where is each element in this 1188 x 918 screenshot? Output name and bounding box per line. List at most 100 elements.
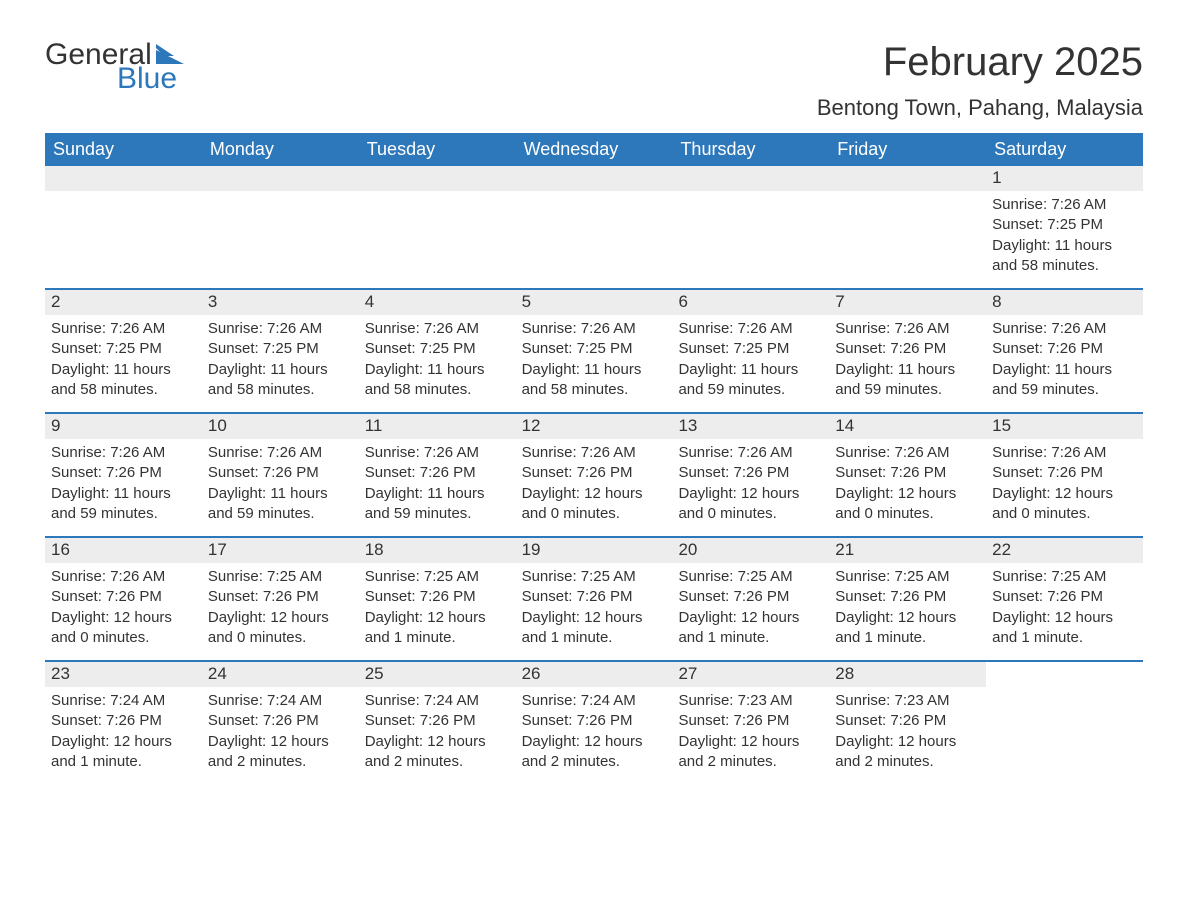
daylight-text-2: and 0 minutes. <box>678 504 823 524</box>
day-content-bar: Sunrise: 7:24 AMSunset: 7:26 PMDaylight:… <box>45 687 1143 784</box>
day-content-bar: Sunrise: 7:26 AMSunset: 7:25 PMDaylight:… <box>45 315 1143 412</box>
day-number: 25 <box>359 662 516 687</box>
sunrise-text: Sunrise: 7:26 AM <box>992 319 1137 339</box>
day-number-bar: 232425262728 <box>45 662 1143 687</box>
daylight-text-2: and 58 minutes. <box>51 380 196 400</box>
day-content: Sunrise: 7:25 AMSunset: 7:26 PMDaylight:… <box>829 563 986 660</box>
sunrise-text: Sunrise: 7:26 AM <box>365 319 510 339</box>
sunrise-text: Sunrise: 7:24 AM <box>51 691 196 711</box>
sunset-text: Sunset: 7:26 PM <box>51 463 196 483</box>
daylight-text-2: and 0 minutes. <box>835 504 980 524</box>
day-content: Sunrise: 7:26 AMSunset: 7:26 PMDaylight:… <box>45 563 202 660</box>
day-number: 19 <box>516 538 673 563</box>
sunset-text: Sunset: 7:26 PM <box>51 711 196 731</box>
day-content: Sunrise: 7:24 AMSunset: 7:26 PMDaylight:… <box>516 687 673 784</box>
daylight-text-1: Daylight: 11 hours <box>51 484 196 504</box>
sunset-text: Sunset: 7:26 PM <box>365 463 510 483</box>
day-number: 15 <box>986 414 1143 439</box>
daylight-text-2: and 0 minutes. <box>208 628 353 648</box>
day-content: Sunrise: 7:26 AMSunset: 7:26 PMDaylight:… <box>516 439 673 536</box>
sunset-text: Sunset: 7:26 PM <box>835 711 980 731</box>
daylight-text-1: Daylight: 12 hours <box>208 608 353 628</box>
daylight-text-2: and 2 minutes. <box>365 752 510 772</box>
day-content: Sunrise: 7:26 AMSunset: 7:25 PMDaylight:… <box>986 191 1143 288</box>
sunrise-text: Sunrise: 7:26 AM <box>992 195 1137 215</box>
sunset-text: Sunset: 7:26 PM <box>835 463 980 483</box>
sunrise-text: Sunrise: 7:25 AM <box>522 567 667 587</box>
day-content-bar: Sunrise: 7:26 AM Sunset: 7:26 PM Daylight:… <box>45 563 1143 660</box>
day-number: 6 <box>672 290 829 315</box>
sunrise-text: Sunrise: 7:25 AM <box>678 567 823 587</box>
day-number: 16 <box>45 538 202 563</box>
sunrise-text: Sunrise: 7:26 AM <box>208 319 353 339</box>
sunset-text: Sunset: 7:26 PM <box>208 711 353 731</box>
daylight-text-2: and 1 minute. <box>522 628 667 648</box>
day-number: 10 <box>202 414 359 439</box>
sunrise-text: Sunrise: 7:26 AM <box>835 319 980 339</box>
day-content: Sunrise: 7:25 AMSunset: 7:26 PMDaylight:… <box>359 563 516 660</box>
day-content: Sunrise: 7:26 AMSunset: 7:26 PMDaylight:… <box>829 315 986 412</box>
daylight-text-1: Daylight: 11 hours <box>992 360 1137 380</box>
daylight-text-2: and 59 minutes. <box>992 380 1137 400</box>
sunset-text: Sunset: 7:26 PM <box>365 711 510 731</box>
daylight-text-1: Daylight: 11 hours <box>835 360 980 380</box>
week-row: 2345678Sunrise: 7:26 AMSunset: 7:25 PMDa… <box>45 288 1143 412</box>
daylight-text-1: Daylight: 11 hours <box>522 360 667 380</box>
daylight-text-1: Daylight: 12 hours <box>835 732 980 752</box>
weekday-header-row: SundayMondayTuesdayWednesdayThursdayFrid… <box>45 133 1143 166</box>
sunrise-text: Sunrise: 7:25 AM <box>208 567 353 587</box>
week-row: 1Sunrise: 7:26 AMSunset: 7:25 PMDaylight… <box>45 166 1143 288</box>
weekday-header: Friday <box>829 133 986 166</box>
month-title: February 2025 <box>817 40 1143 85</box>
day-content <box>45 191 202 288</box>
daylight-text-2: and 59 minutes. <box>678 380 823 400</box>
day-content: Sunrise: 7:26 AMSunset: 7:25 PMDaylight:… <box>45 315 202 412</box>
sunrise-text: Sunrise: 7:25 AM <box>835 567 980 587</box>
sunrise-text: Sunrise: 7:26 AM <box>678 319 823 339</box>
sunset-text: Sunset: 7:26 PM <box>522 587 667 607</box>
weekday-header: Monday <box>202 133 359 166</box>
day-content: Sunrise: 7:25 AMSunset: 7:26 PMDaylight:… <box>986 563 1143 660</box>
daylight-text-2: and 59 minutes. <box>835 380 980 400</box>
day-number: 20 <box>672 538 829 563</box>
day-number: 7 <box>829 290 986 315</box>
daylight-text-2: and 1 minute. <box>51 752 196 772</box>
day-number-bar: 9101112131415 <box>45 414 1143 439</box>
day-number: 21 <box>829 538 986 563</box>
day-number <box>672 166 829 191</box>
sunrise-text: Sunrise: 7:23 AM <box>835 691 980 711</box>
day-content: Sunrise: 7:26 AMSunset: 7:25 PMDaylight:… <box>672 315 829 412</box>
daylight-text-2: and 58 minutes. <box>208 380 353 400</box>
day-content: Sunrise: 7:23 AMSunset: 7:26 PMDaylight:… <box>829 687 986 784</box>
day-number <box>516 166 673 191</box>
daylight-text-1: Daylight: 11 hours <box>51 360 196 380</box>
day-content: Sunrise: 7:26 AMSunset: 7:26 PMDaylight:… <box>986 439 1143 536</box>
daylight-text-2: and 1 minute. <box>835 628 980 648</box>
daylight-text-2: and 2 minutes. <box>835 752 980 772</box>
day-number: 18 <box>359 538 516 563</box>
day-content: Sunrise: 7:24 AMSunset: 7:26 PMDaylight:… <box>45 687 202 784</box>
daylight-text-2: and 2 minutes. <box>678 752 823 772</box>
day-number <box>45 166 202 191</box>
sunset-text: Sunset: 7:26 PM <box>992 587 1137 607</box>
day-content: Sunrise: 7:26 AMSunset: 7:26 PMDaylight:… <box>202 439 359 536</box>
day-number: 2 <box>45 290 202 315</box>
day-number: 12 <box>516 414 673 439</box>
day-number: 9 <box>45 414 202 439</box>
day-number: 23 <box>45 662 202 687</box>
daylight-text-1: Daylight: 12 hours <box>365 732 510 752</box>
sunrise-text: Sunrise: 7:26 AM <box>522 319 667 339</box>
day-content-bar: Sunrise: 7:26 AMSunset: 7:26 PMDaylight:… <box>45 439 1143 536</box>
daylight-text-2: and 2 minutes. <box>208 752 353 772</box>
daylight-text-1: Daylight: 11 hours <box>208 484 353 504</box>
sunrise-text: Sunrise: 7:26 AM <box>51 567 196 587</box>
week-row: 232425262728 Sunrise: 7:24 AMSunset: 7:2… <box>45 660 1143 784</box>
daylight-text-2: and 1 minute. <box>992 628 1137 648</box>
day-content: Sunrise: 7:26 AMSunset: 7:25 PMDaylight:… <box>516 315 673 412</box>
day-number <box>829 166 986 191</box>
sunrise-text: Sunrise: 7:25 AM <box>992 567 1137 587</box>
day-number: 1 <box>986 166 1143 191</box>
day-number: 28 <box>829 662 986 687</box>
daylight-text-2: and 58 minutes. <box>522 380 667 400</box>
weekday-header: Wednesday <box>516 133 673 166</box>
